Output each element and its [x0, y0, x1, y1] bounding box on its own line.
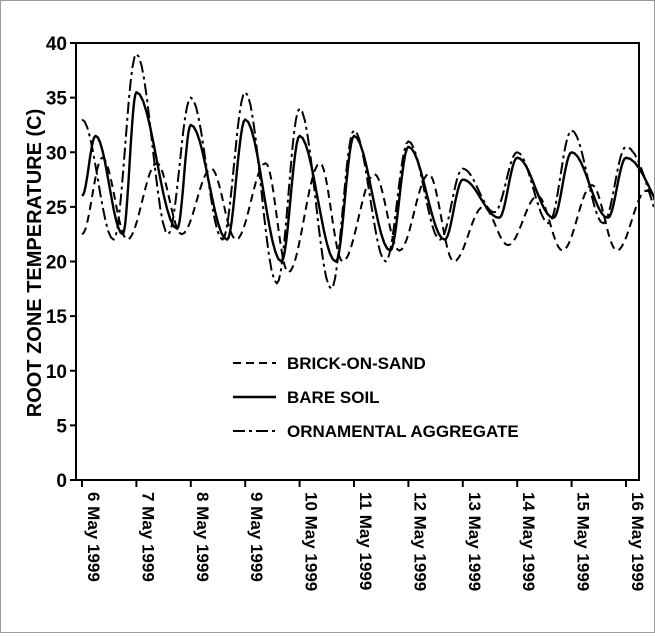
- y-axis: 0 5 10 15 20 25 30 35 40: [46, 34, 76, 492]
- series-line-bare-soil: [81, 91, 655, 263]
- y-tick-label: 10: [46, 362, 67, 383]
- x-tick-label: 15 May 1999: [574, 492, 593, 591]
- x-tick-label: 9 May 1999: [247, 492, 266, 582]
- y-tick-label: 35: [46, 89, 68, 110]
- x-tick-label: 16 May 1999: [628, 492, 647, 591]
- x-axis: 6 May 1999 7 May 1999 8 May 1999 9 May 1999…: [81, 480, 647, 591]
- y-tick-label: 30: [46, 143, 67, 164]
- y-tick-label: 5: [56, 416, 67, 437]
- legend-label: BRICK-ON-SAND: [287, 354, 426, 373]
- series-line-ornamental-aggregate: [81, 52, 655, 290]
- y-axis-title: ROOT ZONE TEMPERATURE (C): [24, 109, 46, 418]
- y-tick-label: 40: [46, 34, 67, 55]
- series-line-brick-on-sand: [81, 156, 655, 274]
- x-tick-label: 10 May 1999: [302, 492, 321, 591]
- x-tick-label: 8 May 1999: [193, 492, 212, 582]
- y-tick-label: 0: [56, 471, 67, 492]
- x-tick-label: 11 May 1999: [356, 492, 375, 590]
- y-tick-label: 25: [46, 198, 68, 219]
- series-layer: [81, 52, 655, 290]
- x-tick-label: 7 May 1999: [138, 492, 157, 582]
- y-tick-label: 15: [46, 307, 68, 328]
- x-tick-label: 6 May 1999: [84, 492, 103, 582]
- x-tick-label: 13 May 1999: [465, 492, 484, 591]
- x-tick-label: 12 May 1999: [410, 492, 429, 591]
- legend-label: BARE SOIL: [287, 388, 380, 407]
- legend-label: ORNAMENTAL AGGREGATE: [287, 422, 519, 441]
- x-tick-label: 14 May 1999: [519, 492, 538, 591]
- plot-area-border: [75, 42, 640, 481]
- legend: BRICK-ON-SAND BARE SOIL ORNAMENTAL AGGREGA…: [233, 354, 519, 441]
- y-tick-label: 20: [46, 253, 67, 274]
